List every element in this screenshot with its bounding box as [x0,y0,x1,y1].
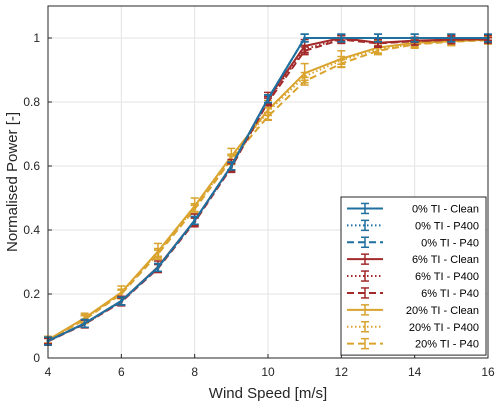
legend-item: 20% TI - P400 [347,321,479,334]
y-tick-label: 0.6 [23,159,40,173]
data-point [303,71,307,75]
data-point [303,44,307,48]
x-tick-label: 14 [408,365,422,379]
legend: 0% TI - Clean 0% TI - P400 0% TI - P40 6% T… [340,196,487,356]
legend-item: 6% TI - P40 [347,287,479,300]
legend-label: 0% TI - P40 [421,237,479,249]
data-point [303,36,307,40]
x-axis-label: Wind Speed [m/s] [209,385,327,402]
legend-label: 6% TI - Clean [412,254,479,266]
x-tick-label: 12 [335,365,349,379]
legend-label: 0% TI - P400 [415,220,479,232]
y-tick-label: 0.4 [23,223,40,237]
data-point [193,219,197,222]
legend-label: 20% TI - P40 [415,339,479,351]
legend-item: 20% TI - Clean [347,304,479,317]
series-1 [44,33,492,346]
y-tick-label: 0.8 [23,95,40,109]
y-tick-label: 0 [33,351,40,365]
series-layer [44,33,492,346]
legend-item: 0% TI - Clean [347,202,479,215]
legend-item: 6% TI - P400 [347,270,479,283]
data-point [413,36,417,40]
legend-label: 6% TI - P40 [421,288,479,300]
data-point [119,299,123,303]
y-tick-label: 0.2 [23,287,40,301]
x-tick-label: 16 [481,365,495,379]
legend-label: 20% TI - P400 [409,322,479,334]
legend-label: 20% TI - Clean [406,305,479,317]
data-point [156,250,160,253]
data-point [266,97,270,101]
data-point [83,322,87,325]
legend-item: 20% TI - P40 [347,337,479,351]
legend-item: 0% TI - P40 [347,236,479,249]
x-tick-label: 6 [118,365,125,379]
data-point [339,36,343,40]
data-point [229,164,233,168]
legend-item: 6% TI - Clean [347,253,479,266]
y-tick-label: 1 [33,31,40,45]
x-tick-label: 4 [45,365,52,379]
data-point [119,291,123,294]
data-point [339,57,343,61]
legend-item: 0% TI - P400 [347,219,479,232]
data-point [156,266,160,269]
tick-labels: 4 6 8 10 12 14 16 0 0.2 0.4 0.6 0.8 1 [23,31,495,379]
x-tick-label: 10 [261,365,275,379]
legend-label: 0% TI - Clean [412,203,479,215]
data-point [266,108,270,112]
data-point [376,36,380,40]
y-axis-label: Normalised Power [-] [4,112,21,252]
data-point [449,36,453,40]
legend-label: 6% TI - P400 [415,271,479,283]
x-tick-label: 8 [191,365,198,379]
data-point [193,204,197,208]
data-point [229,155,233,158]
data-point [83,316,87,320]
